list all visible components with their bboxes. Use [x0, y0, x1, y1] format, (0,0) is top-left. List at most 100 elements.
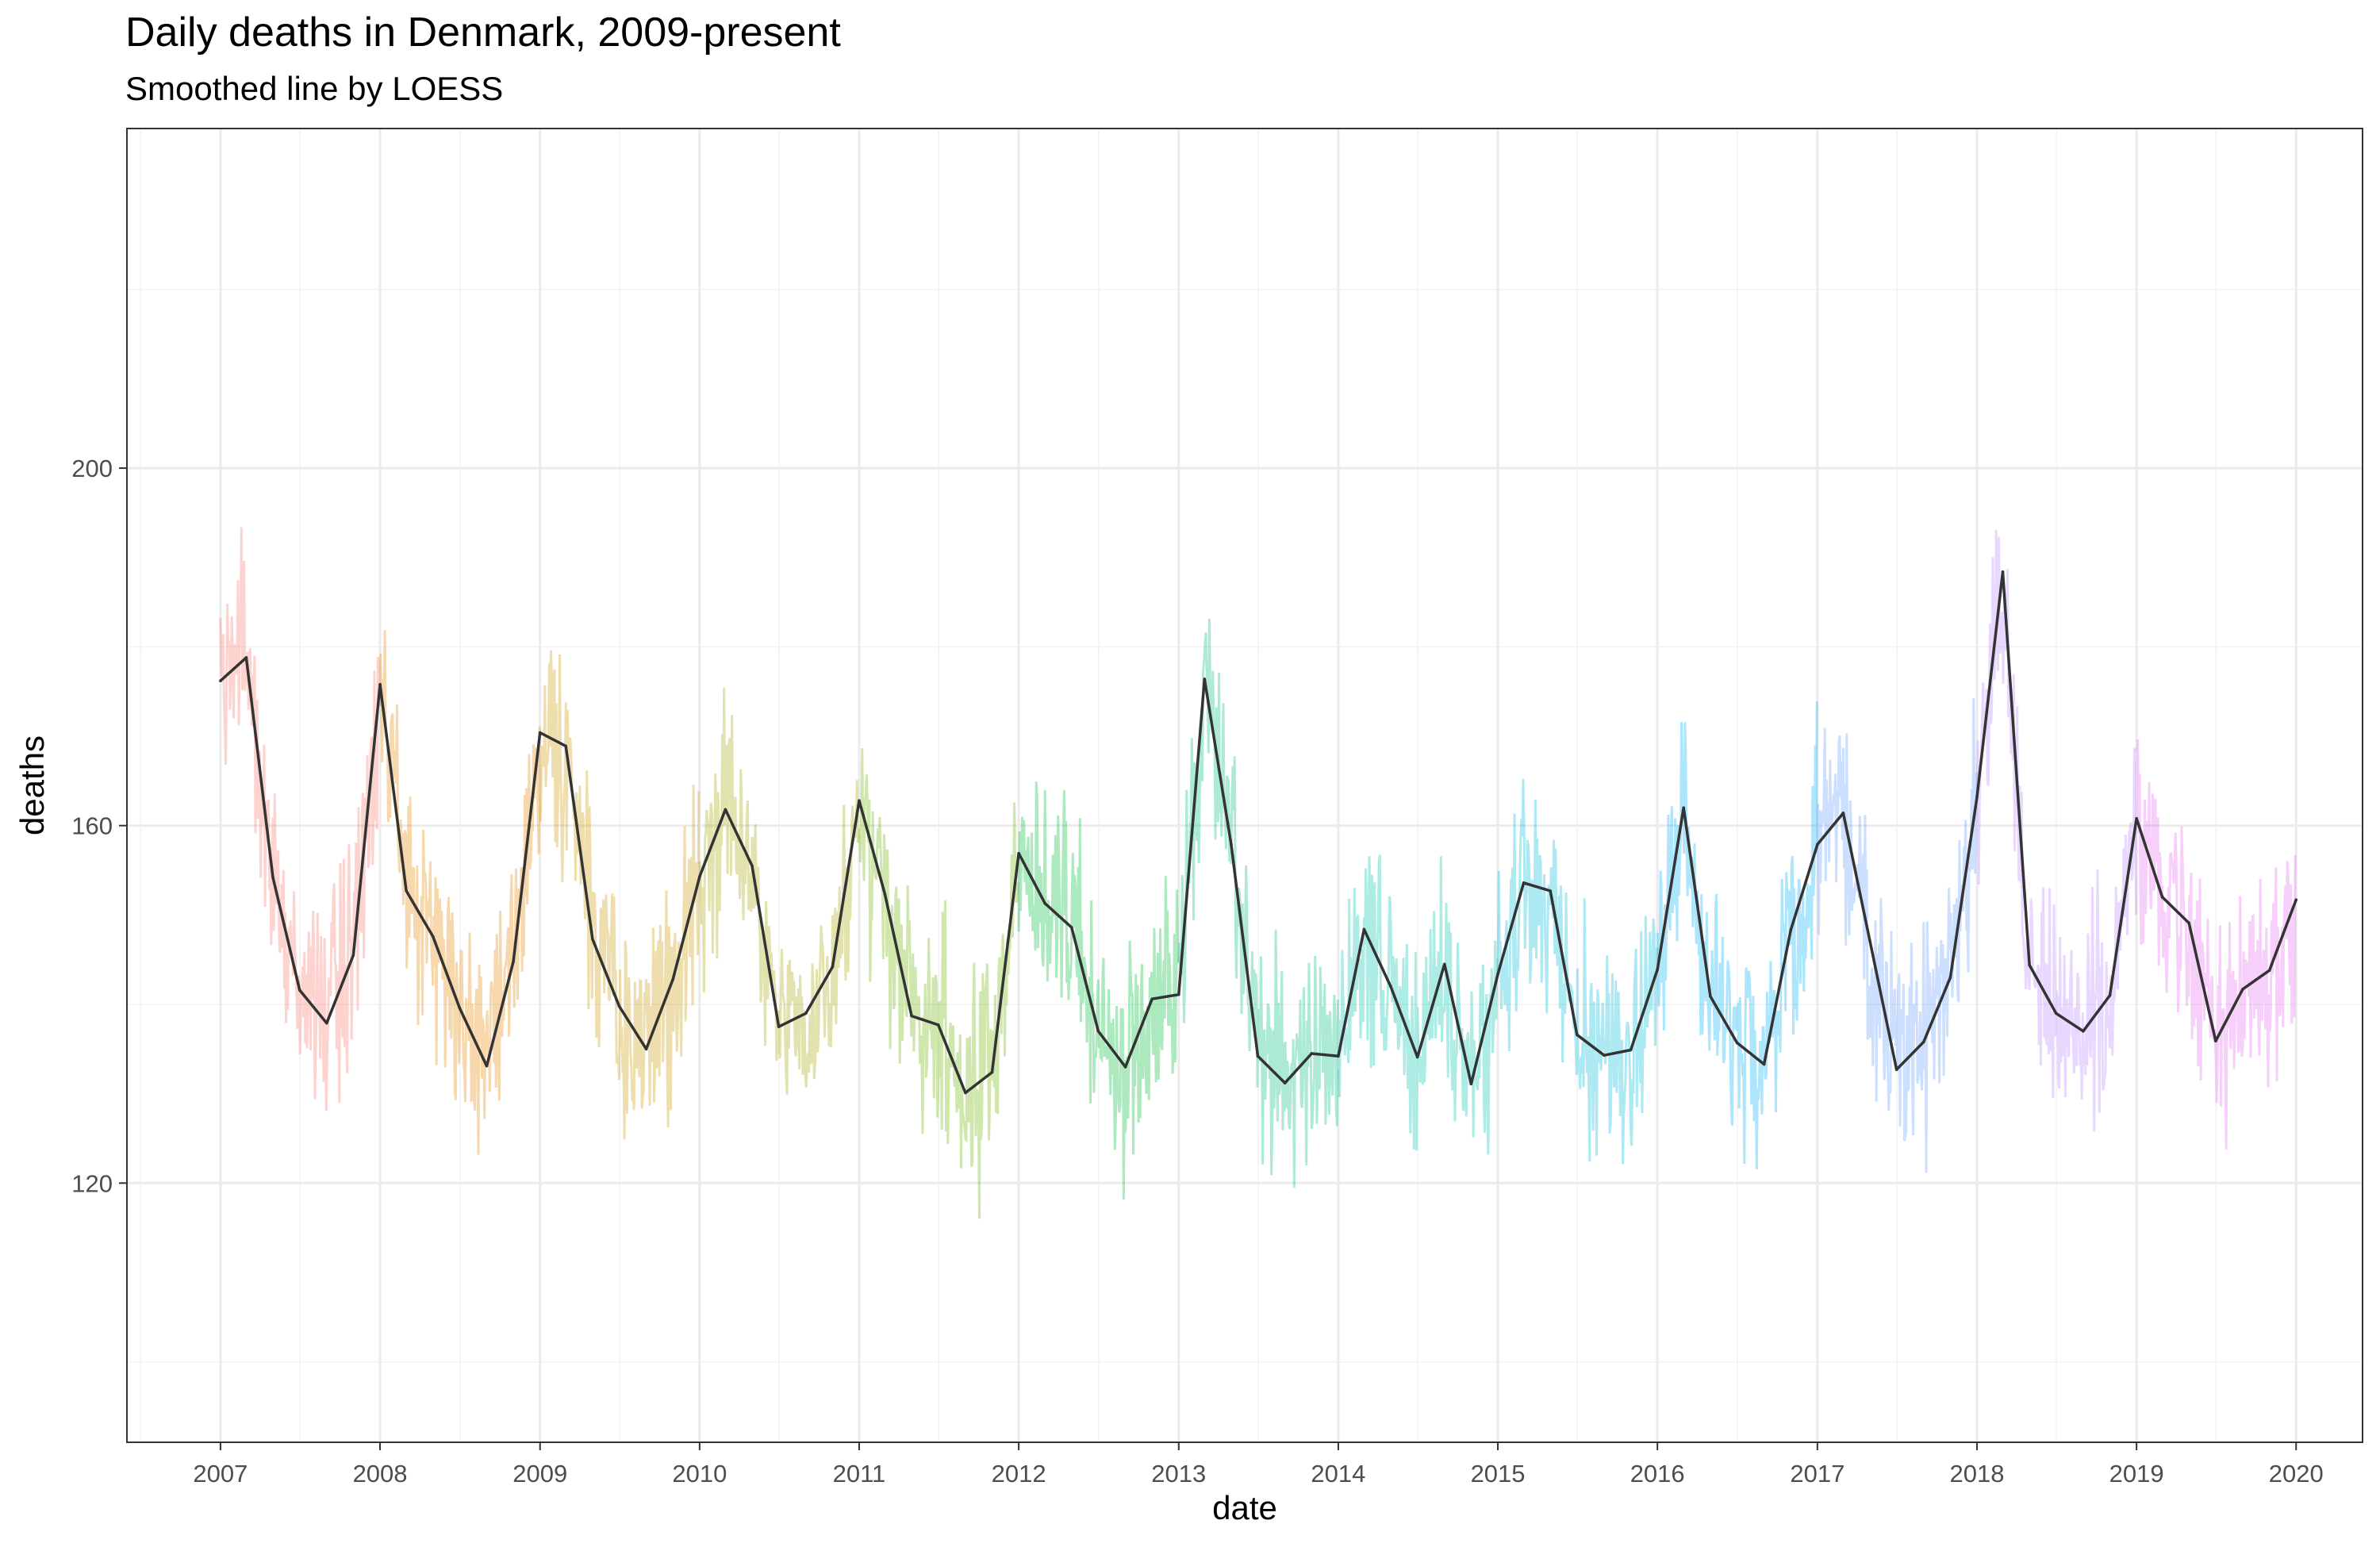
y-tick-label: 120	[71, 1169, 113, 1197]
smoothed-point	[2294, 898, 2298, 901]
smoothed-point	[990, 1070, 994, 1074]
smoothed-point	[2001, 570, 2005, 574]
smoothed-point	[512, 960, 515, 963]
x-tick-label: 2014	[1311, 1460, 1365, 1488]
smoothed-point	[298, 988, 301, 992]
smoothed-point	[1629, 1048, 1633, 1052]
raw-daily-line	[539, 650, 701, 1140]
x-tick-label: 2016	[1630, 1460, 1685, 1488]
smoothed-point	[1816, 843, 1819, 846]
smoothed-point	[1310, 1052, 1314, 1055]
raw-daily-deaths	[219, 527, 2297, 1219]
smoothed-point	[1096, 1029, 1100, 1033]
smoothed-point	[1868, 939, 1871, 942]
smoothed-point	[1415, 1055, 1419, 1059]
smoothed-point	[1389, 985, 1392, 988]
smoothed-point	[1496, 972, 1499, 976]
smoothed-point	[1150, 997, 1154, 1001]
smoothed-point	[219, 679, 222, 682]
smoothed-point	[378, 682, 382, 686]
smoothed-point	[564, 744, 568, 748]
smoothed-point	[405, 889, 408, 892]
x-axis: 2007 2008 2009 2010 2011 2012 2013 2014 2015 2016…	[193, 1442, 2324, 1488]
smoothed-point	[831, 965, 835, 969]
smoothed-point	[1948, 976, 1952, 980]
chart-title: Daily deaths in Denmark, 2009-present	[125, 10, 841, 56]
smoothed-point	[2267, 969, 2271, 972]
smoothed-point	[671, 977, 675, 981]
x-axis-title: date	[1212, 1489, 1277, 1526]
x-tick-label: 2010	[672, 1460, 727, 1488]
smoothed-point	[591, 937, 594, 941]
smoothed-point	[1069, 926, 1073, 929]
smoothed-point	[804, 1012, 808, 1015]
smoothed-point	[2214, 1039, 2217, 1042]
raw-daily-line	[1177, 618, 1339, 1188]
smoothed-point	[485, 1064, 489, 1068]
smoothed-point	[1256, 1054, 1260, 1058]
smoothed-point	[1682, 806, 1686, 809]
smoothed-point	[2108, 993, 2112, 997]
smoothed-point	[2241, 988, 2244, 991]
raw-daily-line	[379, 629, 541, 1155]
smoothed-point	[777, 1025, 781, 1028]
x-tick-label: 2015	[1471, 1460, 1526, 1488]
smoothed-point	[244, 656, 248, 659]
smoothed-point	[1203, 678, 1207, 681]
smoothed-point	[1575, 1033, 1579, 1037]
smoothed-point	[1789, 928, 1793, 932]
grid-minor	[127, 129, 2363, 1442]
smoothed-point	[1603, 1054, 1606, 1058]
smoothed-point	[883, 892, 887, 896]
smoothed-point	[1283, 1081, 1287, 1084]
smoothed-point	[1762, 1062, 1766, 1066]
smoothed-point	[936, 1023, 940, 1027]
raw-daily-line	[1975, 529, 2138, 1132]
plot-border	[126, 128, 2363, 1443]
smoothed-point	[1123, 1065, 1127, 1069]
raw-daily-line	[1816, 697, 1978, 1173]
smoothed-point	[2135, 816, 2138, 820]
raw-daily-line	[1496, 778, 1659, 1165]
chart-subtitle: Smoothed line by LOESS	[125, 70, 503, 107]
smoothed-point	[724, 808, 727, 812]
x-tick-label: 2018	[1950, 1460, 2005, 1488]
smoothed-point	[538, 731, 542, 735]
smoothed-point	[458, 1006, 462, 1010]
smoothed-point	[1443, 962, 1446, 966]
smoothed-point	[698, 875, 701, 878]
smoothed-point	[1841, 812, 1845, 815]
y-axis: 120 160 200	[71, 455, 127, 1197]
smoothed-point	[2160, 896, 2164, 899]
smoothed-point	[2028, 963, 2031, 967]
smoothed-point	[1894, 1068, 1898, 1072]
x-tick-label: 2008	[353, 1460, 408, 1488]
smoothed-point	[858, 799, 861, 802]
x-tick-label: 2011	[833, 1460, 886, 1488]
smoothed-point	[1735, 1041, 1739, 1045]
smoothed-point	[2082, 1029, 2085, 1033]
y-axis-title: deaths	[13, 735, 51, 835]
x-tick-label: 2007	[193, 1460, 248, 1488]
smoothed-series	[219, 570, 2298, 1095]
smoothed-point	[1043, 901, 1046, 905]
raw-daily-line	[1017, 781, 1180, 1200]
x-tick-label: 2013	[1151, 1460, 1206, 1488]
x-tick-label: 2012	[992, 1460, 1046, 1488]
smoothed-point	[351, 954, 355, 957]
smoothed-point	[1469, 1082, 1473, 1086]
smoothed-point	[325, 1021, 328, 1025]
smoothed-point	[1549, 889, 1552, 892]
smoothed-point	[964, 1091, 967, 1095]
y-tick-label: 160	[71, 812, 113, 840]
grid-major	[127, 129, 2363, 1442]
smoothed-point	[1921, 1040, 1925, 1044]
smoothed-point	[1362, 927, 1366, 931]
smoothed-point	[1177, 992, 1180, 996]
raw-daily-line	[2136, 739, 2297, 1150]
smoothed-point	[1656, 968, 1659, 971]
smoothed-point	[271, 876, 274, 879]
y-tick-label: 200	[71, 455, 113, 482]
smoothed-point	[1337, 1054, 1340, 1058]
smoothed-point	[1017, 851, 1020, 855]
